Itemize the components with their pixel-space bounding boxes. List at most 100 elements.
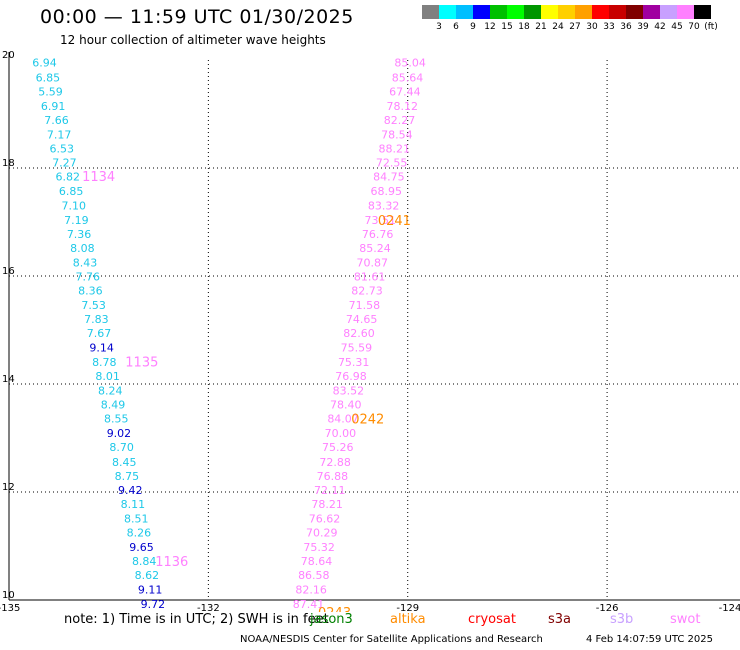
colorbar-swatch bbox=[473, 5, 490, 19]
wave-height-point: 81.61 bbox=[354, 271, 386, 284]
wave-height-point: 8.26 bbox=[127, 527, 152, 540]
wave-height-point: 7.67 bbox=[87, 327, 112, 340]
wave-height-point: 8.11 bbox=[121, 498, 146, 511]
wave-height-point: 88.21 bbox=[378, 143, 410, 156]
satellite-legend-altika: altika bbox=[390, 612, 426, 627]
colorbar-label: 21 bbox=[535, 22, 547, 32]
wave-height-point: 7.27 bbox=[52, 157, 76, 170]
pass-time-label: 0242 bbox=[351, 413, 384, 428]
wave-height-point: 82.16 bbox=[295, 584, 327, 597]
wave-height-point: 8.24 bbox=[98, 384, 123, 397]
wave-height-point: 5.59 bbox=[38, 85, 63, 98]
chart-subtitle: 12 hour collection of altimeter wave hei… bbox=[60, 33, 326, 47]
wave-height-point: 78.54 bbox=[381, 129, 413, 142]
wave-height-point: 76.98 bbox=[335, 370, 367, 383]
wave-height-point: 8.08 bbox=[70, 242, 95, 255]
wave-height-point: 82.73 bbox=[351, 285, 383, 298]
wave-height-point: 75.32 bbox=[303, 541, 335, 554]
satellite-legend-cryosat: cryosat bbox=[468, 612, 516, 627]
wave-height-point: 72.11 bbox=[314, 484, 346, 497]
wave-height-point: 8.55 bbox=[104, 413, 129, 426]
wave-height-point: 72.88 bbox=[319, 456, 351, 469]
x-tick-label: -124 bbox=[719, 603, 740, 612]
colorbar-swatch bbox=[643, 5, 660, 19]
wave-height-point: 8.36 bbox=[78, 285, 103, 298]
satellite-legend-s3a: s3a bbox=[548, 612, 572, 627]
colorbar-label: 12 bbox=[484, 22, 496, 32]
wave-height-point: 6.91 bbox=[41, 100, 65, 113]
wave-height-point: 9.42 bbox=[118, 484, 142, 497]
wave-height-point: 7.19 bbox=[64, 214, 89, 227]
wave-height-point: 83.32 bbox=[368, 199, 400, 212]
y-tick-label: 16 bbox=[2, 266, 15, 277]
colorbar-swatch bbox=[694, 5, 711, 19]
wave-height-point: 76.88 bbox=[317, 470, 349, 483]
colorbar-label: 9 bbox=[470, 22, 476, 32]
wave-height-point: 8.01 bbox=[95, 370, 120, 383]
colorbar-swatch bbox=[422, 5, 439, 19]
colorbar-swatch bbox=[592, 5, 609, 19]
colorbar-swatch bbox=[439, 5, 456, 19]
pass-time-label: 0241 bbox=[378, 214, 411, 229]
colorbar-label: 18 bbox=[518, 22, 530, 32]
wave-height-point: 75.26 bbox=[322, 441, 354, 454]
x-tick-label: -135 bbox=[0, 603, 20, 612]
wave-height-point: 78.40 bbox=[330, 399, 362, 412]
colorbar-swatch bbox=[626, 5, 643, 19]
wave-height-point: 8.51 bbox=[124, 512, 149, 525]
colorbar-swatch bbox=[609, 5, 626, 19]
colorbar-label: 39 bbox=[637, 22, 649, 32]
wave-height-point: 8.84 bbox=[132, 555, 157, 568]
wave-height-point: 8.78 bbox=[92, 356, 117, 369]
wave-height-point: 85.64 bbox=[392, 71, 424, 84]
colorbar-label: 15 bbox=[501, 22, 513, 32]
y-tick-label: 10 bbox=[2, 590, 15, 601]
satellite-legend-jason3: jason3 bbox=[310, 612, 353, 627]
pass-time-label: 1135 bbox=[125, 355, 158, 370]
wave-height-point: 87.41 bbox=[293, 598, 325, 611]
wave-height-point: 70.00 bbox=[325, 427, 357, 440]
wave-height-point: 8.45 bbox=[112, 456, 137, 469]
colorbar-swatch bbox=[507, 5, 524, 19]
wave-height-point: 9.72 bbox=[141, 598, 166, 611]
colorbar-label: 42 bbox=[654, 22, 666, 32]
wave-height-point: 7.17 bbox=[47, 129, 72, 142]
pass-time-label: 0243 bbox=[318, 606, 351, 612]
colorbar-label: 36 bbox=[620, 22, 632, 32]
colorbar-label: (ft) bbox=[704, 22, 718, 32]
colorbar-label: 3 bbox=[436, 22, 442, 32]
wave-height-point: 85.04 bbox=[394, 57, 426, 70]
colorbar-swatch bbox=[456, 5, 473, 19]
colorbar-label: 70 bbox=[688, 22, 700, 32]
y-tick-label: 14 bbox=[2, 374, 15, 385]
wave-height-point: 71.58 bbox=[349, 299, 381, 312]
colorbar-label: 33 bbox=[603, 22, 615, 32]
satellite-legend-swot: swot bbox=[670, 612, 701, 627]
x-tick-label: -129 bbox=[396, 603, 419, 612]
x-tick-label: -132 bbox=[197, 603, 220, 612]
wave-height-point: 73.51 bbox=[365, 214, 397, 227]
colorbar-label: 30 bbox=[586, 22, 598, 32]
wave-height-point: 6.82 bbox=[56, 171, 81, 184]
satellite-legend-s3b: s3b bbox=[610, 612, 634, 627]
wave-height-point: 76.76 bbox=[362, 228, 394, 241]
wave-height-point: 7.76 bbox=[75, 271, 100, 284]
colorbar-swatch bbox=[660, 5, 677, 19]
wave-height-point: 70.29 bbox=[306, 527, 338, 540]
chart-title: 00:00 — 11:59 UTC 01/30/2025 bbox=[40, 6, 354, 28]
wave-height-point: 82.60 bbox=[343, 327, 375, 340]
wave-height-point: 67.44 bbox=[389, 85, 421, 98]
wave-height-point: 7.36 bbox=[67, 228, 92, 241]
pass-time-label: 1137 bbox=[168, 611, 201, 612]
generation-timestamp: 4 Feb 14:07:59 UTC 2025 bbox=[586, 634, 713, 645]
y-tick-label: 18 bbox=[2, 158, 15, 169]
colorbar-swatch bbox=[490, 5, 507, 19]
y-tick-label: 20 bbox=[2, 50, 15, 61]
wave-height-point: 78.64 bbox=[301, 555, 333, 568]
wave-height-point: 8.75 bbox=[115, 470, 139, 483]
colorbar-label: 24 bbox=[552, 22, 564, 32]
colorbar-label: 45 bbox=[671, 22, 683, 32]
wave-height-point: 9.65 bbox=[129, 541, 154, 554]
wave-height-point: 74.65 bbox=[346, 313, 378, 326]
pass-time-label: 1136 bbox=[155, 555, 188, 570]
